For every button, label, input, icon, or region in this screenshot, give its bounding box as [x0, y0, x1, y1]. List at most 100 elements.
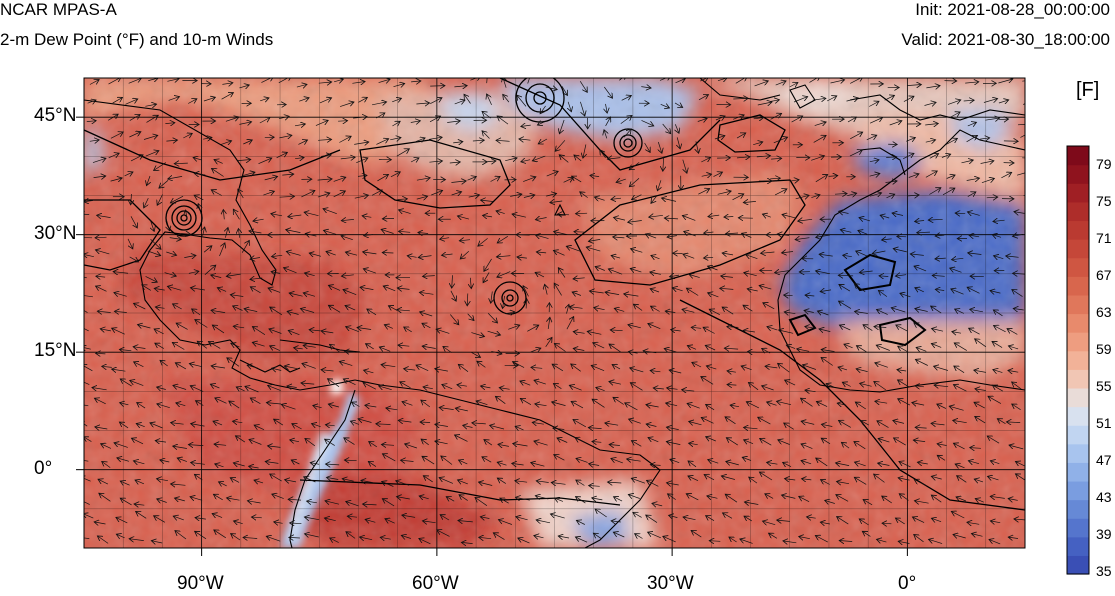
wind-arrow [301, 383, 315, 384]
wind-arrow [298, 140, 307, 144]
wind-arrow [323, 209, 337, 215]
wind-arrow [703, 327, 715, 334]
wind-arrow [777, 401, 792, 404]
wind-arrow [372, 102, 387, 105]
wind-arrow [773, 137, 788, 144]
wind-arrow [150, 219, 154, 231]
storm-atlantic-ring-3 [506, 294, 514, 302]
wind-arrow [239, 85, 249, 88]
wind-arrow [177, 458, 188, 462]
wind-arrow [130, 155, 143, 162]
wind-arrow [215, 464, 224, 467]
wind-arrow [483, 215, 493, 217]
wind-arrow [733, 115, 744, 120]
wind-arrow [969, 328, 980, 335]
wind-arrow [620, 116, 632, 124]
wind-arrow [778, 440, 790, 445]
wind-arrow [173, 304, 182, 310]
wind-arrow [244, 309, 258, 312]
wind-arrow [1012, 404, 1021, 410]
wind-arrow [915, 288, 924, 292]
wind-arrow [650, 272, 661, 274]
wind-arrow [399, 210, 411, 214]
colorbar-bin [1067, 518, 1089, 538]
wind-arrow [504, 312, 515, 314]
wind-arrow [247, 365, 258, 368]
wind-arrow [512, 463, 524, 465]
wind-arrow [470, 277, 471, 289]
storm-north-ring-2 [619, 134, 637, 152]
wind-arrow [677, 137, 680, 149]
wind-arrow [717, 191, 732, 194]
wind-arrow [145, 276, 158, 282]
wind-arrow [992, 235, 1002, 238]
wind-arrow [869, 101, 879, 107]
wind-arrow [358, 419, 372, 423]
wind-arrow [154, 162, 166, 171]
wind-arrow [278, 116, 289, 118]
wind-arrow [898, 346, 909, 353]
colorbar-bin [1067, 425, 1089, 445]
wind-arrow [697, 118, 707, 121]
wind-arrow [212, 168, 224, 177]
wind-arrow [253, 219, 264, 221]
colorbar-bin [1067, 183, 1089, 203]
wind-arrow [197, 341, 208, 349]
wind-arrow [175, 363, 187, 370]
wind-arrow [430, 98, 442, 105]
wind-arrow [181, 234, 190, 235]
wind-arrow [587, 331, 602, 334]
wind-arrow [381, 365, 396, 367]
colorbar-label-47: 47 [1096, 452, 1112, 468]
wind-arrow [994, 256, 1004, 259]
wind-arrow [767, 327, 778, 331]
colorbar-label-39: 39 [1096, 526, 1112, 542]
wind-arrow [854, 477, 867, 485]
wind-arrow [429, 137, 442, 139]
iberia-coast [859, 147, 906, 176]
wind-arrow [84, 201, 93, 202]
wind-arrow [92, 158, 106, 163]
wind-arrow [1006, 256, 1019, 257]
wind-arrow [758, 417, 771, 425]
wind-arrow [208, 342, 221, 349]
wind-arrow [459, 240, 471, 241]
wind-arrow [288, 215, 302, 217]
wind-arrow [696, 141, 699, 153]
wind-arrow [215, 398, 227, 404]
wind-arrow [371, 190, 382, 196]
wind-arrow [878, 290, 888, 297]
wind-arrow [137, 403, 146, 409]
wind-arrow [874, 474, 885, 483]
wind-arrow [259, 118, 270, 124]
wind-arrow [998, 79, 1012, 84]
wind-arrow [706, 404, 715, 411]
wind-arrow [997, 419, 1006, 424]
wind-arrow [813, 135, 826, 143]
wind-arrow [605, 117, 611, 127]
wind-arrow [478, 238, 488, 246]
wind-arrow [554, 344, 566, 352]
wind-arrow [127, 238, 133, 249]
wind-arrow [588, 428, 602, 429]
wind-arrow [523, 286, 529, 297]
wind-arrow [611, 256, 621, 259]
wind-arrow [265, 462, 279, 464]
wind-arrow [338, 121, 348, 122]
wind-arrow [357, 175, 367, 176]
wind-arrow [477, 361, 486, 368]
wind-arrow [236, 387, 245, 391]
wind-arrow [421, 400, 431, 408]
wind-arrow [706, 366, 717, 369]
wind-arrow [953, 443, 965, 450]
wind-arrow [397, 288, 410, 289]
wind-arrow [762, 386, 774, 391]
wind-arrow [211, 190, 222, 196]
wind-arrow [309, 253, 322, 256]
wind-arrow [223, 210, 224, 220]
wind-arrow [535, 272, 545, 277]
wind-arrow [233, 463, 245, 466]
wind-arrow [497, 236, 508, 243]
wind-arrow [220, 141, 232, 145]
wind-arrow [318, 82, 332, 83]
